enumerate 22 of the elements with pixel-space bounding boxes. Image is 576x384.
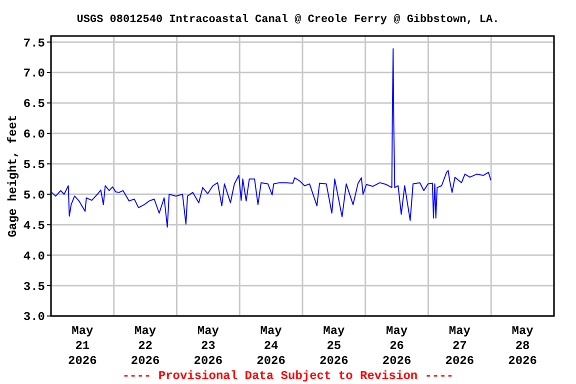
x-tick-label: May 25 2026 — [320, 324, 348, 368]
y-tick-label: 5.0 — [23, 188, 45, 202]
y-tick-label: 7.5 — [23, 36, 45, 50]
y-tick-label: 4.5 — [23, 218, 45, 233]
chart-title: USGS 08012540 Intracoastal Canal @ Creole Ferry @ Gibbstown, LA. — [76, 14, 500, 26]
text: ---- Provisional Data Subject to Revision ---- — [122, 369, 454, 383]
y-axis-title: Gage height, feet — [6, 114, 20, 238]
y-tick-label: 4.0 — [23, 249, 45, 264]
x-tick-label: May 22 2026 — [130, 324, 160, 368]
x-tick-label: May 26 2026 — [382, 324, 412, 368]
y-tick-label: 6.0 — [23, 128, 45, 142]
y-tick-label: 3.0 — [23, 310, 45, 324]
y-tick-label: 6.5 — [23, 97, 45, 112]
x-tick-label: May 27 2026 — [445, 324, 474, 368]
line-series — [51, 48, 492, 228]
x-tick-label: May 23 2026 — [194, 324, 223, 368]
y-tick-label: 5.5 — [23, 158, 45, 172]
x-tick-label: May 28 2026 — [508, 324, 537, 368]
y-tick-label: 3.5 — [23, 280, 45, 294]
x-tick-label: May 24 2026 — [256, 324, 286, 368]
y-tick-label: 7.0 — [23, 66, 45, 81]
x-tick-label: May 21 2026 — [68, 324, 97, 368]
